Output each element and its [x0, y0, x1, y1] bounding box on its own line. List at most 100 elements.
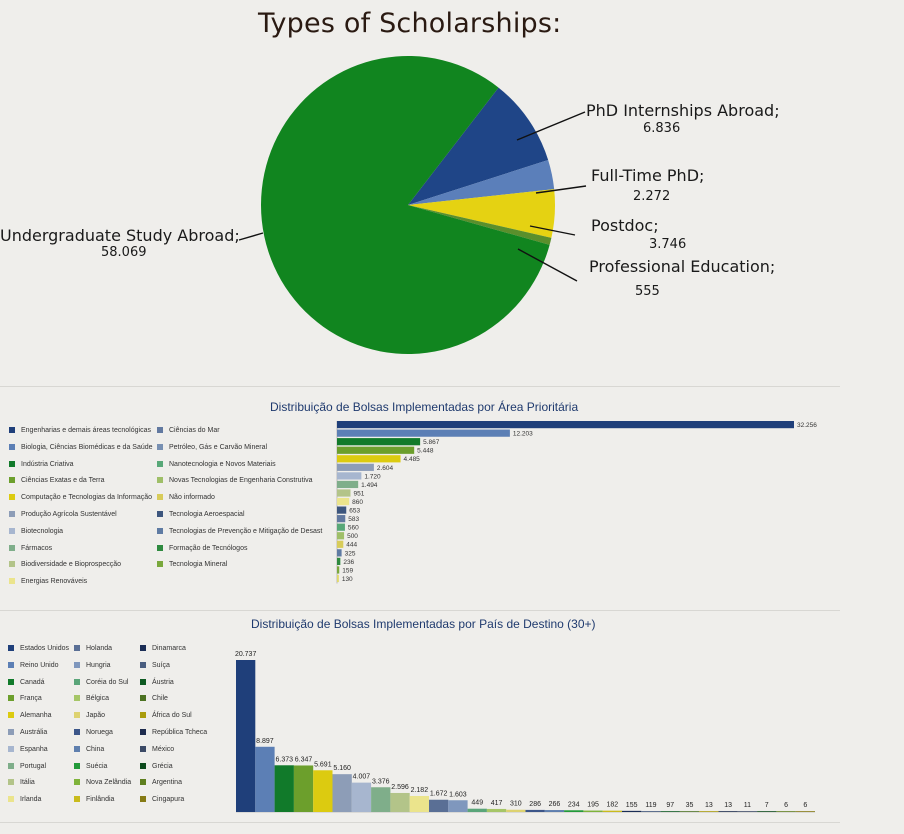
legend-label: Biotecnologia — [21, 527, 64, 535]
pie-label-postdoc: Postdoc; — [591, 216, 659, 235]
legend-swatch — [157, 477, 163, 484]
area-bar-4 — [337, 455, 401, 463]
pie-label-phd-internships: PhD Internships Abroad; — [586, 101, 780, 120]
country-bar-value-label: 20.737 — [235, 651, 257, 658]
area-bar-value-label: 5.448 — [417, 448, 434, 455]
area-bar-value-label: 560 — [348, 525, 359, 532]
area-bar-17 — [337, 566, 340, 574]
country-bar-africa-do-sul — [699, 811, 719, 812]
legend-label: Chile — [152, 695, 168, 703]
country-bar-finlandia — [602, 810, 622, 812]
legend-label: República Tcheca — [152, 729, 208, 736]
legend-label: Suécia — [86, 762, 108, 770]
area-legend-item-tecnologias-de-prevencao-e-mitigacao-de-desast: Tecnologias de Prevenção e Mitigação de … — [157, 527, 323, 536]
legend-label: Indústria Criativa — [21, 460, 74, 468]
legend-label: Novas Tecnologias de Engenharia Construt… — [169, 477, 313, 485]
pie-value-full-time-phd: 2.272 — [633, 189, 671, 204]
legend-label: Japão — [86, 712, 106, 720]
country-bar-value-label: 3.376 — [372, 778, 390, 785]
legend-swatch — [8, 678, 14, 685]
legend-swatch — [74, 661, 80, 668]
legend-label: Suíça — [152, 661, 170, 669]
legend-label: Reino Unido — [20, 661, 59, 669]
legend-swatch — [140, 779, 146, 786]
country-bar-value-label: 1.672 — [430, 791, 448, 798]
country-legend-item-estados-unidos: Estados Unidos — [8, 645, 69, 653]
country-bar-value-label: 449 — [471, 800, 483, 807]
country-bar-value-label: 6 — [803, 802, 807, 809]
country-bar-holanda — [429, 799, 449, 812]
country-legend-item-japao: Japão — [74, 712, 105, 720]
country-legend-item-cingapura: Cingapura — [140, 796, 184, 804]
country-legend-item-china: China — [74, 745, 105, 754]
pie-leader-line-undergraduate — [238, 232, 264, 241]
country-bar-value-label: 195 — [587, 802, 599, 809]
country-bar-nova-zelandia — [583, 810, 603, 812]
country-legend-item-italia: Itália — [8, 779, 35, 787]
area-bar-7 — [337, 480, 359, 489]
pie-leader-line-professional-education — [517, 248, 578, 282]
country-bar-hungria — [448, 800, 468, 812]
legend-swatch — [74, 779, 80, 786]
pie-leader-line-postdoc — [529, 225, 576, 236]
area-bar-value-label: 444 — [346, 542, 357, 549]
country-bar-canada — [274, 765, 294, 812]
country-bar-value-label: 155 — [626, 802, 638, 809]
legend-label: Austrália — [20, 729, 48, 736]
legend-swatch — [140, 695, 146, 702]
country-legend-item-finlandia: Finlândia — [74, 796, 114, 804]
pie-slice-full-time-phd — [408, 160, 555, 205]
country-legend-item-canada: Canadá — [8, 678, 45, 687]
area-bar-value-label: 130 — [342, 576, 353, 583]
legend-label: Cingapura — [152, 796, 185, 804]
legend-label: Hungria — [86, 661, 111, 669]
legend-label: China — [86, 745, 105, 753]
country-bar-cingapura — [795, 811, 815, 812]
legend-swatch — [9, 527, 15, 534]
area-bar-14 — [337, 540, 344, 548]
legend-swatch — [9, 578, 15, 585]
country-bar-estados-unidos — [236, 660, 256, 812]
country-legend-item-franca: França — [8, 695, 42, 703]
legend-label: Tecnologia Aeroespacial — [169, 511, 245, 518]
legend-swatch — [157, 460, 163, 467]
country-bar-reino-unido — [255, 746, 275, 812]
legend-label: Canadá — [20, 678, 45, 686]
legend-swatch — [9, 561, 15, 568]
legend-label: Ciências do Mar — [169, 427, 220, 434]
legend-swatch — [140, 678, 146, 685]
pie-value-postdoc: 3.746 — [649, 237, 687, 252]
area-bar-15 — [337, 549, 342, 557]
area-bar-value-label: 951 — [353, 490, 364, 497]
pie-label-professional-education: Professional Education; — [589, 257, 776, 276]
legend-swatch — [9, 494, 15, 501]
legend-label: Alemanha — [20, 712, 52, 720]
legend-swatch — [9, 443, 15, 450]
country-bar-chile — [679, 811, 700, 812]
area-legend-item-biotecnologia: Biotecnologia — [9, 527, 64, 536]
legend-label: Noruega — [86, 729, 113, 736]
area-bar-value-label: 860 — [352, 499, 363, 506]
area-bar-value-label: 5.867 — [423, 439, 440, 446]
legend-label: Áustria — [152, 678, 174, 686]
legend-label: Tecnologias de Prevenção e Mitigação de … — [169, 527, 323, 535]
country-legend-item-alemanha: Alemanha — [8, 712, 52, 720]
country-bar-value-label: 417 — [491, 800, 503, 807]
legend-swatch — [140, 762, 146, 769]
area-legend-item-nao-informado: Não informado — [157, 494, 215, 502]
legend-swatch — [8, 796, 14, 803]
legend-swatch — [8, 661, 14, 668]
area-bar-8 — [337, 489, 351, 497]
country-legend-item-portugal: Portugal — [8, 762, 46, 771]
country-legend-item-africa-do-sul: África do Sul — [140, 712, 192, 720]
country-legend-item-belgica: Bélgica — [74, 695, 109, 703]
section-divider — [0, 386, 840, 387]
country-bar-value-label: 5.691 — [314, 761, 332, 768]
legend-swatch — [9, 511, 15, 517]
pie-leader-line-phd-internships — [516, 111, 586, 141]
country-bar-portugal — [371, 787, 391, 812]
legend-label: México — [152, 745, 175, 753]
legend-label: Não informado — [169, 494, 215, 502]
